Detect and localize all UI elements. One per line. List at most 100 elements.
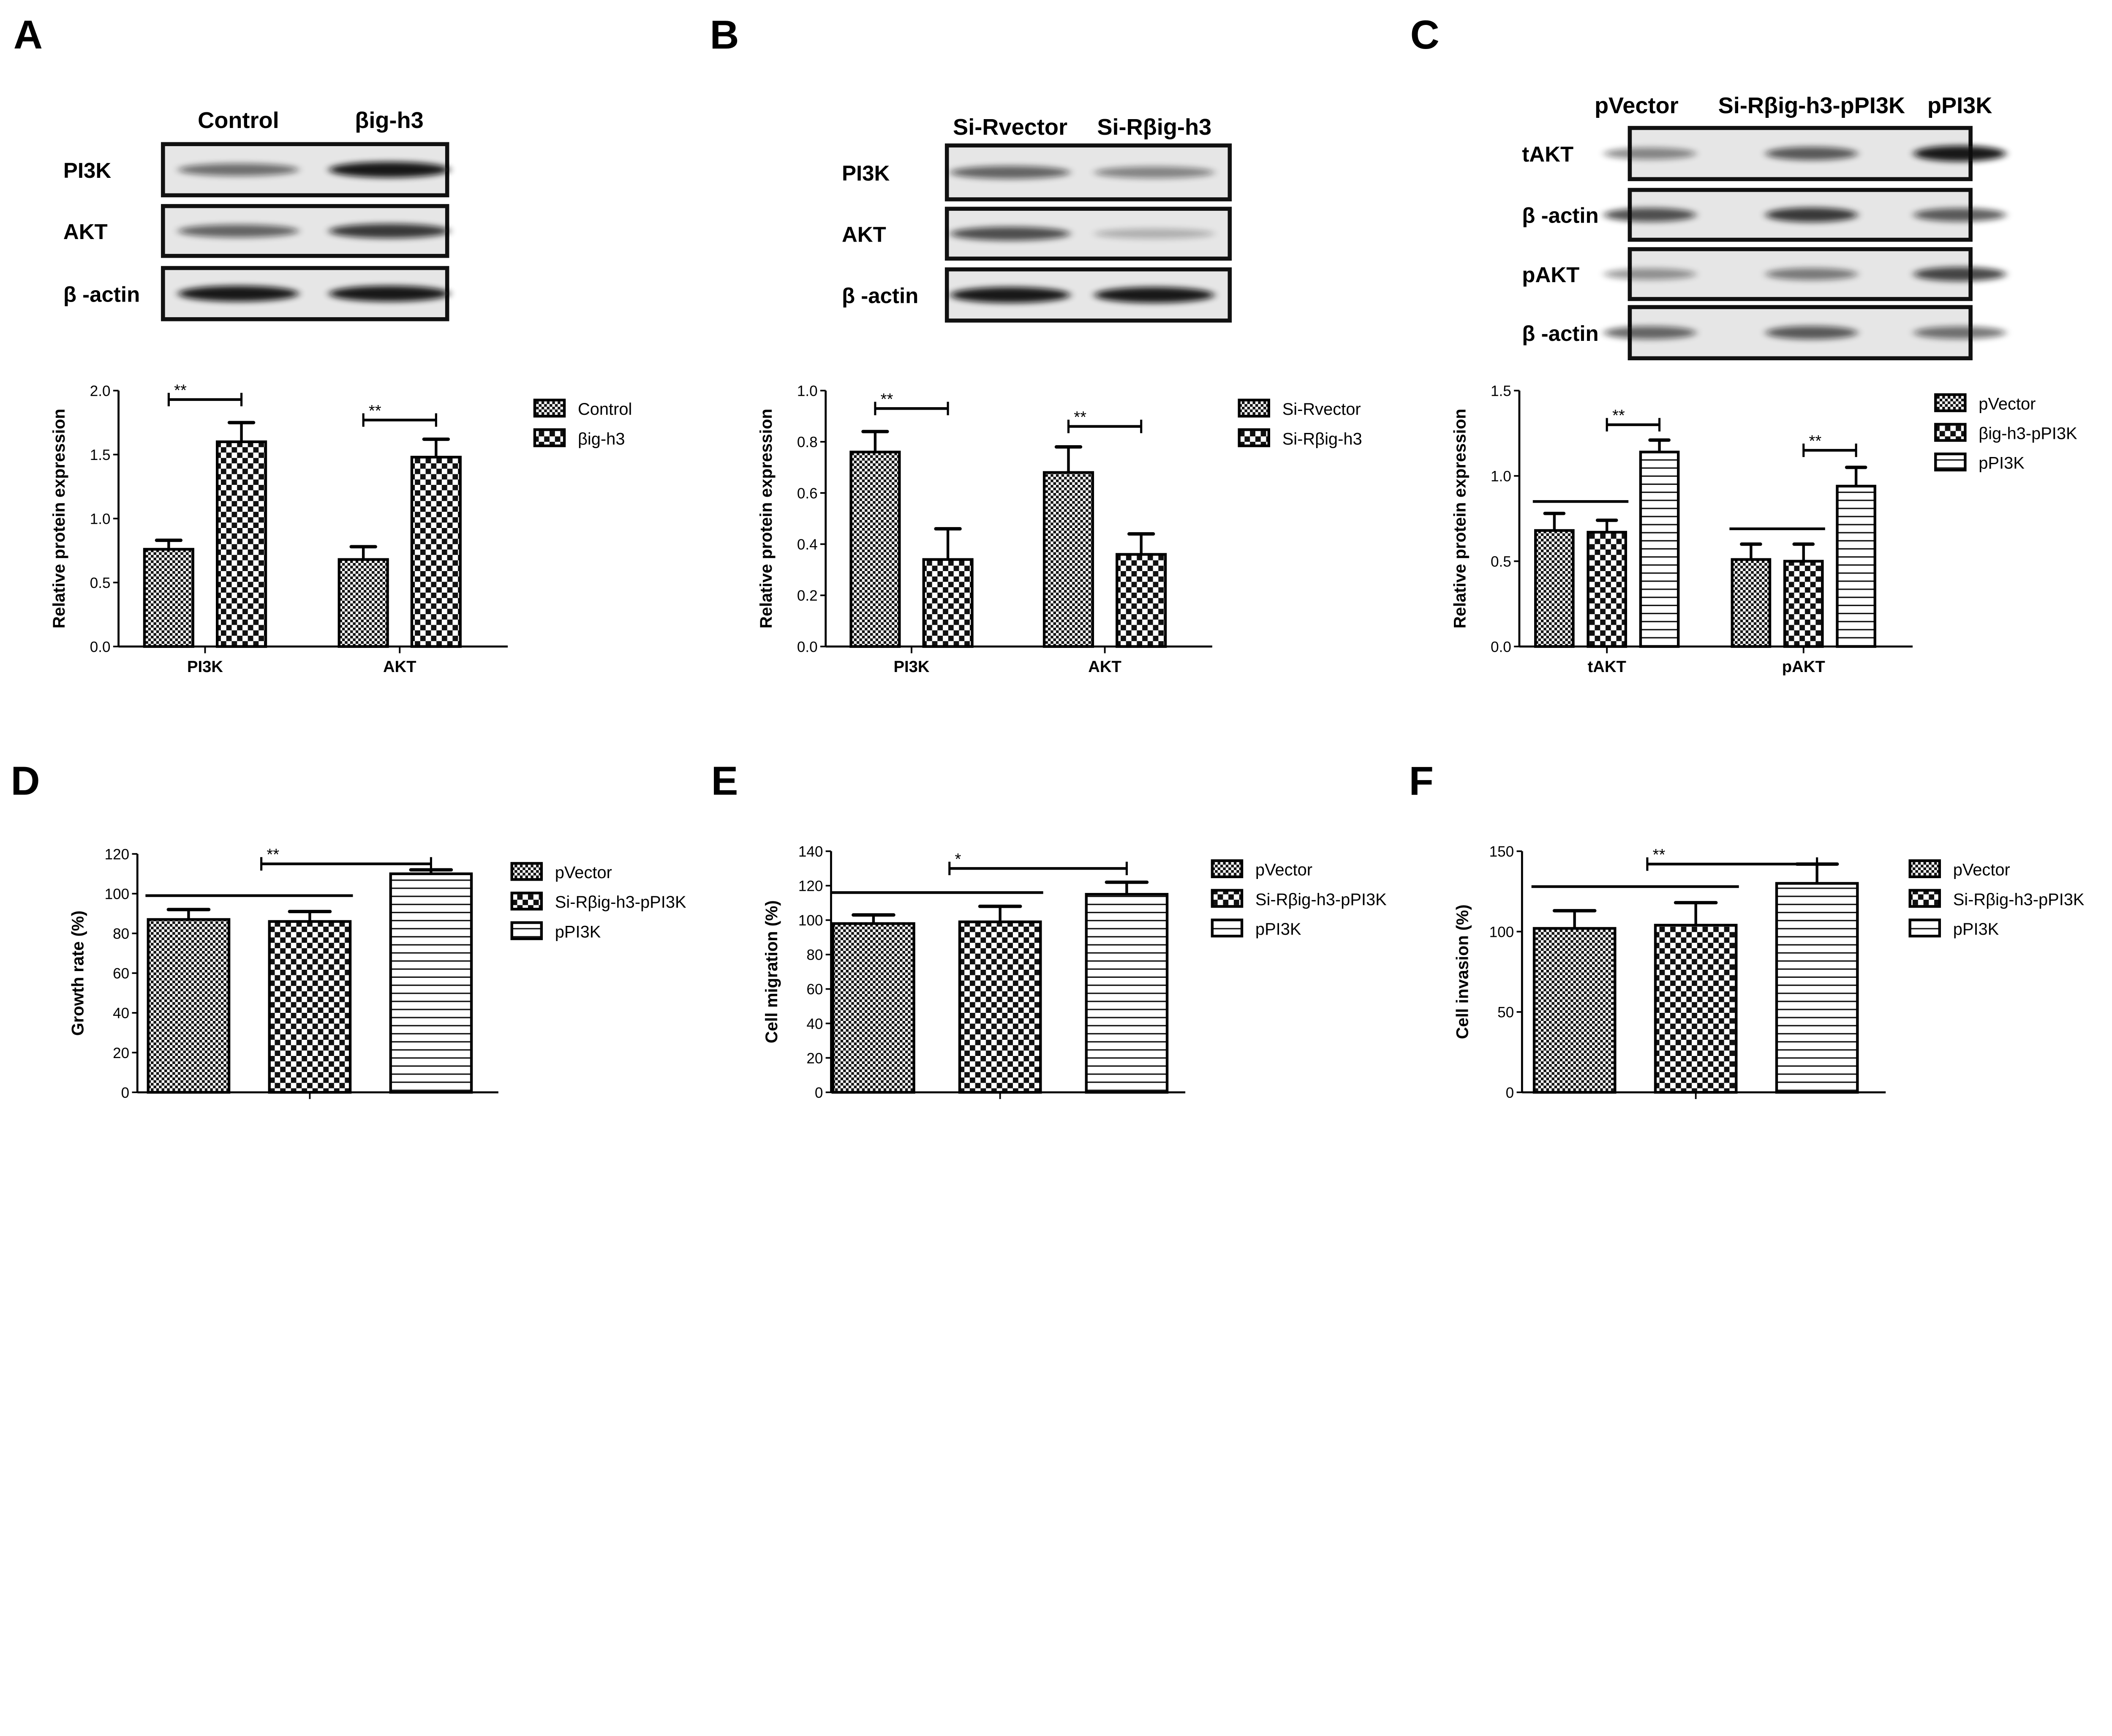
y-tick-label: 0 xyxy=(815,1085,823,1101)
y-tick-label: 60 xyxy=(806,981,823,998)
legend-label: Si-Rβig-h3-pPI3K xyxy=(1953,890,2085,909)
protein-band xyxy=(950,166,1070,179)
y-tick-label: 0.8 xyxy=(797,434,818,451)
protein-band xyxy=(1604,208,1696,222)
bar xyxy=(1116,553,1167,648)
y-tick-label: 150 xyxy=(1489,844,1514,860)
x-tick-label: tAKT xyxy=(1588,658,1626,676)
significance-label: ** xyxy=(1653,846,1666,864)
bar-chart-F: 0 50 100 150 Cell invasion (%) pVector Si-Rβig… xyxy=(1453,844,2085,1101)
protein-band xyxy=(1913,208,2006,222)
protein-band xyxy=(1913,267,2006,281)
legend-swatch xyxy=(1934,423,1967,442)
y-tick-label: 0 xyxy=(1506,1085,1514,1101)
y-axis-label: Relative protein expression xyxy=(50,408,68,628)
legend-label: pPI3K xyxy=(1255,920,1301,939)
legend-swatch xyxy=(510,921,543,940)
x-tick-label: PI3K xyxy=(187,658,223,676)
y-tick-label: 1.0 xyxy=(797,383,818,399)
western-blot-C: pVector Si-Rβig-h3-pPI3K pPI3K tAKT β -actin… xyxy=(1522,93,2006,360)
y-tick-label: 0.0 xyxy=(1491,639,1511,655)
lane-label: Si-Rβig-h3-pPI3K xyxy=(1718,93,1905,118)
bar xyxy=(922,558,974,648)
y-axis-label: Cell migration (%) xyxy=(762,900,781,1043)
bar xyxy=(1639,450,1680,648)
panel-label: C xyxy=(1410,12,1440,57)
protein-band xyxy=(329,223,450,239)
protein-band xyxy=(1765,207,1858,222)
y-tick-label: 0.5 xyxy=(90,575,111,591)
y-tick-label: 40 xyxy=(113,1005,129,1022)
blot-row-label: β -actin xyxy=(1522,321,1598,346)
y-tick-label: 1.0 xyxy=(90,511,111,527)
legend-swatch xyxy=(1211,918,1244,938)
legend-label: pVector xyxy=(1255,861,1312,879)
protein-band xyxy=(1765,326,1858,340)
western-blot-B: Si-Rvector Si-Rβig-h3 PI3K AKT β -actin xyxy=(842,114,1232,323)
lane-label: pVector xyxy=(1595,93,1679,118)
protein-band xyxy=(329,162,450,178)
bar-chart-B: 0.0 0.2 0.4 0.6 0.8 1.0 Relative protein expre… xyxy=(757,383,1362,676)
protein-band xyxy=(329,286,450,302)
y-tick-label: 1.5 xyxy=(1491,383,1511,399)
legend-swatch xyxy=(1211,889,1244,908)
protein-band xyxy=(178,286,299,302)
bar xyxy=(1085,893,1169,1094)
panel-letters: A B C D E F xyxy=(11,12,1440,804)
y-tick-label: 120 xyxy=(798,878,823,895)
bar xyxy=(268,920,352,1094)
blot-row-label: β -actin xyxy=(842,283,918,307)
y-tick-label: 1.5 xyxy=(90,447,111,463)
protein-band xyxy=(1094,166,1214,179)
legend-label: pPI3K xyxy=(1979,454,2025,473)
protein-band xyxy=(178,163,299,176)
y-tick-label: 2.0 xyxy=(90,383,111,399)
y-axis-label: Growth rate (%) xyxy=(69,911,87,1036)
bar xyxy=(215,440,267,648)
legend-label: Si-Rvector xyxy=(1282,400,1361,419)
y-tick-label: 0.5 xyxy=(1491,553,1511,570)
bar xyxy=(147,918,231,1094)
blot-row-label: pAKT xyxy=(1522,263,1579,287)
protein-band xyxy=(178,224,299,238)
panel-label: D xyxy=(11,758,40,803)
legend-swatch xyxy=(1908,889,1941,908)
legend-label: pPI3K xyxy=(1953,920,1999,939)
legend-swatch xyxy=(1934,393,1967,412)
significance-label: ** xyxy=(1074,408,1086,426)
y-tick-label: 0.6 xyxy=(797,485,818,502)
bar xyxy=(958,920,1042,1094)
bar xyxy=(337,558,389,648)
blot-row-label: tAKT xyxy=(1522,142,1573,166)
bar-chart-D: 0 20 40 60 80 100 120 Growth rate (%) pVector Si-… xyxy=(69,846,686,1101)
significance-label: ** xyxy=(369,402,381,420)
bar-chart-C: 0.0 0.5 1.0 1.5 Relative protein expression t… xyxy=(1451,383,2077,676)
legend-swatch xyxy=(533,398,566,418)
legend-label: pVector xyxy=(1953,861,2010,879)
legend-label: Si-Rβig-h3-pPI3K xyxy=(1255,890,1387,909)
panel-label: F xyxy=(1409,758,1433,803)
legend-swatch xyxy=(1908,859,1941,879)
bar xyxy=(389,872,473,1094)
legend-swatch xyxy=(510,891,543,911)
y-tick-label: 20 xyxy=(113,1045,129,1061)
y-tick-label: 60 xyxy=(113,966,129,982)
y-tick-label: 100 xyxy=(105,886,130,902)
legend-swatch xyxy=(1238,428,1271,447)
legend-swatch xyxy=(533,428,566,447)
legend-label: Si-Rβig-h3-pPI3K xyxy=(555,893,686,912)
y-axis-label: Relative protein expression xyxy=(757,408,776,628)
legend-label: Si-Rβig-h3 xyxy=(1282,430,1362,448)
bar xyxy=(410,456,462,648)
blot-row-label: AKT xyxy=(63,220,108,244)
y-tick-label: 100 xyxy=(1489,924,1514,940)
protein-band xyxy=(1913,326,2006,339)
protein-band xyxy=(1604,268,1696,280)
protein-band xyxy=(1094,229,1214,239)
lane-label: Control xyxy=(198,108,279,133)
blot-row-label: β -actin xyxy=(1522,204,1598,228)
legend-swatch xyxy=(1908,918,1941,938)
bar xyxy=(1654,924,1738,1094)
